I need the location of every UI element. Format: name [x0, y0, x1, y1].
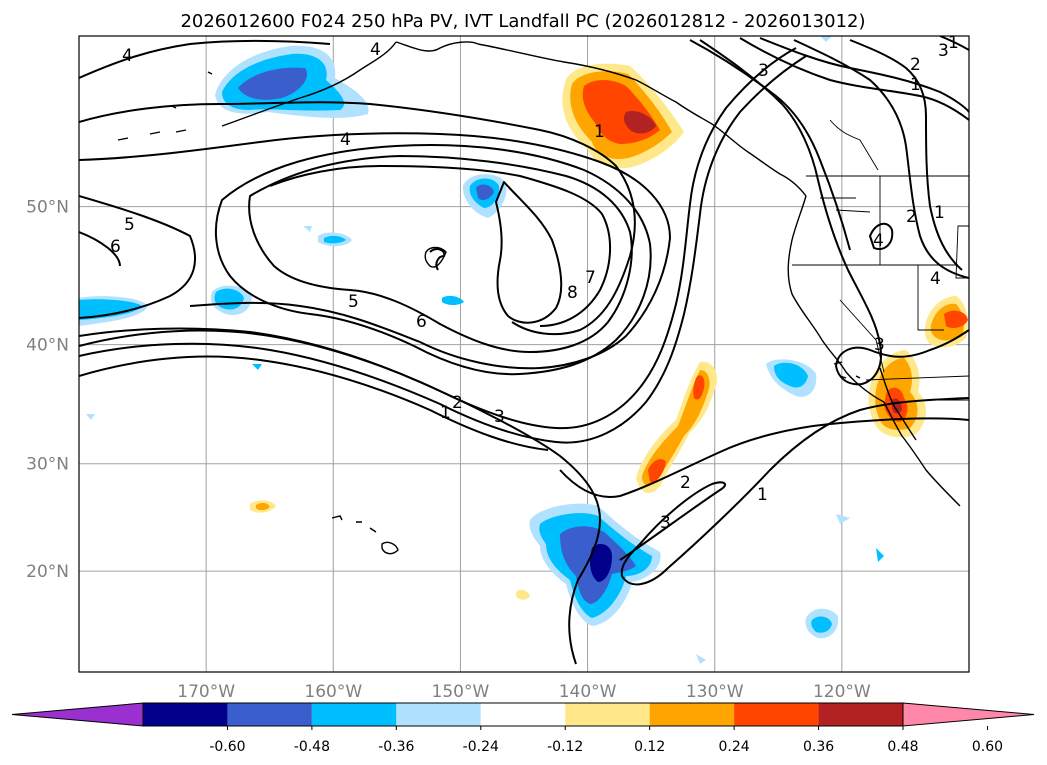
contour-label: 6 [110, 237, 121, 257]
contour-label: 5 [348, 292, 359, 312]
contour-label: 4 [340, 130, 351, 150]
colorbar-tick-label: -0.48 [294, 739, 330, 755]
longitude-tick-label: 160°W [304, 682, 362, 702]
longitude-tick-label: 130°W [686, 682, 744, 702]
contour-label: 4 [873, 231, 884, 251]
contour-label: 4 [370, 40, 381, 60]
latitude-tick-label: 40°N [26, 336, 69, 356]
latitude-tick-label: 50°N [26, 198, 69, 218]
contour-label: 3 [660, 513, 671, 533]
map-panel [79, 36, 969, 672]
colorbar-tick-label: -0.24 [463, 739, 499, 755]
positive-anomaly-shading [250, 63, 968, 600]
colorbar-tick-label: -0.12 [547, 739, 583, 755]
contour-label: 2 [906, 207, 917, 227]
colorbar-segment [480, 703, 566, 726]
longitude-tick-label: 170°W [177, 682, 235, 702]
contour-value-labels: 4 4 4 5 6 5 6 7 8 1 2 3 1 2 3 4 3 2 1 1 … [110, 33, 959, 533]
longitude-tick-label: 150°W [432, 682, 490, 702]
contour-label: 1 [440, 403, 451, 423]
colorbar-segment [818, 703, 903, 726]
contour-label: 7 [585, 268, 596, 288]
contour-label: 2 [910, 55, 921, 75]
colorbar: -0.60 -0.48 -0.36 -0.24 -0.12 0.12 0.24 0.36 0.4… [11, 702, 1035, 755]
contour-label: 3 [758, 61, 769, 81]
contour-label: 3 [494, 407, 505, 427]
contour-label: 1 [948, 33, 959, 53]
latitude-tick-labels: 50°N 40°N 30°N 20°N [26, 198, 69, 583]
colorbar-tick-label: 0.48 [887, 739, 918, 755]
colorbar-segment [649, 703, 735, 726]
contour-label: 2 [680, 473, 691, 493]
ivt-contours [79, 36, 969, 665]
colorbar-tick-label: -0.36 [378, 739, 414, 755]
colorbar-segment [227, 703, 312, 726]
colorbar-segment [396, 703, 481, 726]
contour-label: 4 [930, 269, 941, 289]
colorbar-tick-label: 0.36 [803, 739, 834, 755]
figure-title: 2026012600 F024 250 hPa PV, IVT Landfall… [180, 11, 865, 32]
latitude-tick-label: 30°N [26, 455, 69, 475]
map-frame [78, 35, 970, 673]
colorbar-segment [734, 703, 819, 726]
colorbar-segment [143, 703, 228, 726]
colorbar-segment [311, 703, 397, 726]
contour-label: 2 [452, 393, 463, 413]
contour-label: 1 [910, 75, 921, 95]
longitude-tick-label: 120°W [813, 682, 871, 702]
contour-label: 3 [874, 335, 885, 355]
coastlines [117, 41, 961, 555]
contour-label: 1 [757, 485, 768, 505]
contour-label: 1 [934, 203, 945, 223]
contour-label: 1 [594, 122, 605, 142]
colorbar-outline [142, 702, 904, 727]
colorbar-tick-label: -0.60 [209, 739, 245, 755]
colorbar-tick-label: 0.24 [719, 739, 750, 755]
contour-label: 3 [938, 41, 949, 61]
contour-label: 6 [416, 312, 427, 332]
colorbar-segment [565, 703, 650, 726]
latitude-tick-label: 20°N [26, 562, 69, 582]
colorbar-tick-label: 0.60 [972, 739, 1003, 755]
longitude-tick-label: 140°W [559, 682, 617, 702]
longitude-tick-labels: 170°W 160°W 150°W 140°W 130°W 120°W [177, 682, 871, 702]
colorbar-extend-high [902, 702, 1035, 727]
contour-label: 4 [122, 46, 133, 66]
contour-label: 5 [124, 215, 135, 235]
negative-anomaly-shading [79, 36, 884, 664]
colorbar-extend-low [11, 702, 144, 727]
colorbar-tick-label: 0.12 [634, 739, 665, 755]
contour-label: 8 [567, 283, 578, 303]
